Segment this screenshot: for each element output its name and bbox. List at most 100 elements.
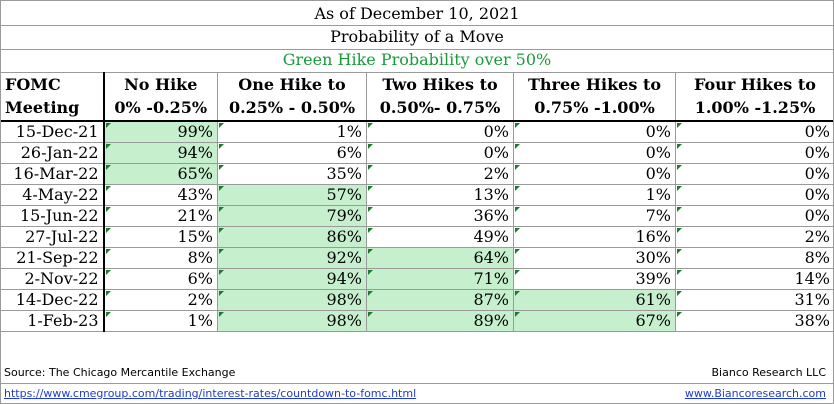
comment-indicator-icon <box>219 206 224 212</box>
column-header: One Hike to <box>217 72 367 97</box>
table-row: 4-May-22 43% 57% 13% 1% 0% <box>0 183 834 206</box>
comment-indicator-icon <box>105 122 111 128</box>
meeting-cell[interactable]: 16-Mar-22 <box>0 162 105 185</box>
probability-cell[interactable]: 6% <box>217 141 367 164</box>
probability-cell[interactable]: 67% <box>513 309 676 332</box>
table-row: 21-Sep-22 8% 92% 64% 30% 8% <box>0 246 834 269</box>
probability-cell[interactable]: 98% <box>217 309 367 332</box>
meeting-cell[interactable]: 4-May-22 <box>0 183 105 206</box>
probability-cell[interactable]: 39% <box>513 267 676 290</box>
probability-cell[interactable]: 86% <box>217 225 367 248</box>
probability-cell[interactable]: 43% <box>103 183 218 206</box>
comment-indicator-icon <box>677 269 682 275</box>
probability-cell[interactable]: 49% <box>366 225 514 248</box>
table-row: 15-Dec-21 99% 1% 0% 0% 0% <box>0 120 834 143</box>
comment-indicator-icon <box>677 248 682 254</box>
probability-cell[interactable]: 0% <box>675 120 834 143</box>
probability-cell[interactable]: 30% <box>513 246 676 269</box>
comment-indicator-icon <box>219 290 224 296</box>
comment-indicator-icon <box>105 269 111 275</box>
comment-indicator-icon <box>515 227 520 233</box>
comment-indicator-icon <box>219 143 224 149</box>
probability-cell[interactable]: 87% <box>366 288 514 311</box>
probability-cell[interactable]: 36% <box>366 204 514 227</box>
probability-cell[interactable]: 8% <box>103 246 218 269</box>
comment-indicator-icon <box>677 290 682 296</box>
probability-cell[interactable]: 35% <box>217 162 367 185</box>
comment-indicator-icon <box>515 185 520 191</box>
probability-cell[interactable]: 0% <box>513 162 676 185</box>
footer-row-1: Source: The Chicago Mercantile Exchange … <box>0 364 834 382</box>
probability-cell[interactable]: 94% <box>217 267 367 290</box>
probability-cell[interactable]: 1% <box>103 309 218 332</box>
meeting-cell[interactable]: 27-Jul-22 <box>0 225 105 248</box>
probability-cell[interactable]: 0% <box>513 120 676 143</box>
comment-indicator-icon <box>368 185 373 191</box>
probability-cell[interactable]: 0% <box>675 204 834 227</box>
probability-cell[interactable]: 64% <box>366 246 514 269</box>
probability-cell[interactable]: 38% <box>675 309 834 332</box>
probability-cell[interactable]: 6% <box>103 267 218 290</box>
probability-cell[interactable]: 13% <box>366 183 514 206</box>
column-header: Two Hikes to <box>366 72 514 97</box>
highlight-note: Green Hike Probability over 50% <box>282 50 552 69</box>
probability-cell[interactable]: 0% <box>675 162 834 185</box>
bianco-link[interactable]: www.Biancoresearch.com <box>684 387 826 400</box>
probability-cell[interactable]: 0% <box>513 141 676 164</box>
probability-cell[interactable]: 0% <box>366 141 514 164</box>
probability-cell[interactable]: 0% <box>366 120 514 143</box>
probability-cell[interactable]: 15% <box>103 225 218 248</box>
comment-indicator-icon <box>677 227 682 233</box>
probability-cell[interactable]: 71% <box>366 267 514 290</box>
table-row: 14-Dec-22 2% 98% 87% 61% 31% <box>0 288 834 311</box>
probability-cell[interactable]: 61% <box>513 288 676 311</box>
probability-cell[interactable]: 0% <box>675 141 834 164</box>
probability-cell[interactable]: 0% <box>675 183 834 206</box>
probability-cell[interactable]: 94% <box>103 141 218 164</box>
comment-indicator-icon <box>368 248 373 254</box>
cme-link[interactable]: https://www.cmegroup.com/trading/interes… <box>4 387 417 400</box>
comment-indicator-icon <box>368 164 373 170</box>
meeting-cell[interactable]: 1-Feb-23 <box>0 309 105 332</box>
comment-indicator-icon <box>677 206 682 212</box>
probability-cell[interactable]: 31% <box>675 288 834 311</box>
column-header: 1.00% -1.25% <box>675 96 834 122</box>
header-row: Meeting 0% -0.25% 0.25% - 0.50% 0.50%- 0.75… <box>0 96 834 122</box>
probability-cell[interactable]: 1% <box>513 183 676 206</box>
probability-cell[interactable]: 89% <box>366 309 514 332</box>
probability-cell[interactable]: 92% <box>217 246 367 269</box>
comment-indicator-icon <box>105 290 111 296</box>
probability-cell[interactable]: 98% <box>217 288 367 311</box>
table-row: 26-Jan-22 94% 6% 0% 0% 0% <box>0 141 834 164</box>
probability-cell[interactable]: 8% <box>675 246 834 269</box>
table-row: 16-Mar-22 65% 35% 2% 0% 0% <box>0 162 834 185</box>
column-header: 0.75% -1.00% <box>513 96 676 122</box>
probability-cell[interactable]: 1% <box>217 120 367 143</box>
meeting-cell[interactable]: 2-Nov-22 <box>0 267 105 290</box>
probability-cell[interactable]: 57% <box>217 183 367 206</box>
probability-cell[interactable]: 21% <box>103 204 218 227</box>
column-header: FOMC <box>0 72 105 97</box>
probability-cell[interactable]: 79% <box>217 204 367 227</box>
probability-cell[interactable]: 2% <box>103 288 218 311</box>
probability-cell[interactable]: 7% <box>513 204 676 227</box>
comment-indicator-icon <box>219 122 224 128</box>
comment-indicator-icon <box>515 143 520 149</box>
comment-indicator-icon <box>515 248 520 254</box>
probability-cell[interactable]: 16% <box>513 225 676 248</box>
comment-indicator-icon <box>515 290 520 296</box>
probability-cell[interactable]: 14% <box>675 267 834 290</box>
meeting-cell[interactable]: 26-Jan-22 <box>0 141 105 164</box>
comment-indicator-icon <box>515 164 520 170</box>
comment-indicator-icon <box>219 164 224 170</box>
probability-cell[interactable]: 2% <box>366 162 514 185</box>
probability-table: FOMC No Hike One Hike to Two Hikes to Three … <box>0 72 834 332</box>
meeting-cell[interactable]: 15-Jun-22 <box>0 204 105 227</box>
probability-cell[interactable]: 65% <box>103 162 218 185</box>
comment-indicator-icon <box>219 311 224 317</box>
meeting-cell[interactable]: 21-Sep-22 <box>0 246 105 269</box>
probability-cell[interactable]: 2% <box>675 225 834 248</box>
meeting-cell[interactable]: 14-Dec-22 <box>0 288 105 311</box>
probability-cell[interactable]: 99% <box>103 120 218 143</box>
meeting-cell[interactable]: 15-Dec-21 <box>0 120 105 143</box>
